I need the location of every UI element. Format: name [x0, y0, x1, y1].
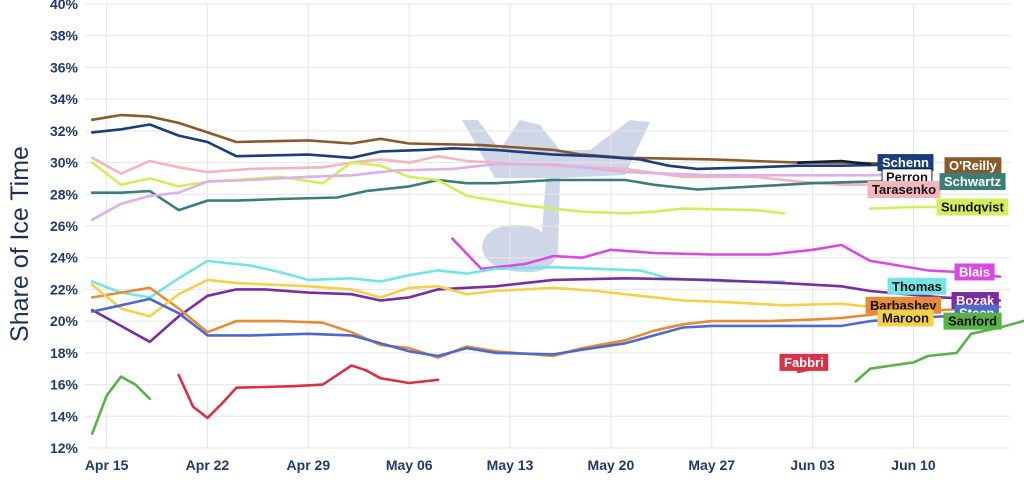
series-line-perron [796, 159, 872, 166]
series-label: Maroon [882, 310, 929, 325]
series-line-blais [451, 237, 1002, 278]
series-line-maroon [90, 278, 915, 318]
series-line [90, 375, 152, 435]
series-label-bg [939, 173, 1006, 191]
y-tick-label: 20% [50, 313, 79, 329]
x-axis: Apr 15 Apr 22 Apr 29 May 06 May 13 May 20 May … [85, 457, 936, 473]
series-label: Barbashev [870, 298, 937, 313]
series-label: Blais [959, 264, 990, 279]
series-line-barbashev [90, 286, 1002, 359]
x-tick-label: Jun 10 [891, 457, 936, 473]
series-label: Sanford [948, 314, 997, 329]
y-tick-label: 40% [50, 0, 79, 12]
series-label: Schenn [882, 155, 929, 170]
series-line [90, 162, 915, 221]
x-tick-label: May 06 [386, 457, 433, 473]
y-tick-label: 30% [50, 155, 79, 171]
series-label: Schwartz [944, 174, 1002, 189]
series-lines [90, 113, 1024, 435]
series-label: Thomas [892, 279, 942, 294]
y-tick-label: 36% [50, 59, 79, 75]
grid [85, 3, 1010, 449]
series-line-tarasenko [90, 154, 915, 187]
series-line-schwartz [90, 178, 915, 212]
series-label: Tarasenko [872, 182, 936, 197]
series-line-schenn [90, 123, 915, 171]
series-line-fabbri [177, 364, 440, 420]
series-label-bg [887, 277, 947, 295]
x-tick-label: Jun 03 [790, 457, 835, 473]
series-label-bg [943, 312, 1002, 330]
series-label: O'Reilly [949, 158, 998, 173]
y-tick-label: 12% [50, 440, 79, 456]
series-line-steen [90, 297, 1002, 358]
x-tick-label: May 20 [588, 457, 635, 473]
y-tick-label: 14% [50, 408, 79, 424]
series-label-bg [877, 309, 934, 327]
x-tick-label: May 13 [487, 457, 534, 473]
y-tick-label: 38% [50, 28, 79, 44]
y-tick-label: 24% [50, 250, 79, 266]
blues-note-logo [462, 120, 650, 273]
y-tick-label: 28% [50, 186, 79, 202]
y-tick-label: 26% [50, 218, 79, 234]
y-tick-label: 16% [50, 377, 79, 393]
x-tick-label: Apr 15 [85, 457, 129, 473]
series-line-bozak [90, 277, 1002, 344]
x-tick-label: Apr 22 [186, 457, 230, 473]
x-tick-label: May 27 [688, 457, 735, 473]
y-axis: 12% 14% 16% 18% 20% 22% 24% 26% 28% 30% 32% 34% 36% 3… [50, 0, 79, 456]
y-tick-label: 34% [50, 91, 79, 107]
series-label: Fabbri [784, 355, 824, 370]
y-tick-label: 32% [50, 123, 79, 139]
series-label: Sundqvist [941, 199, 1005, 214]
series-label-bg [954, 263, 995, 281]
x-tick-label: Apr 29 [287, 457, 331, 473]
series-label-bg [936, 198, 1009, 216]
y-tick-label: 18% [50, 345, 79, 361]
y-axis-label: Share of Ice Time [6, 146, 34, 342]
y-tick-label: 22% [50, 281, 79, 297]
series-line-oreilly [90, 113, 915, 166]
series-label-bg [779, 353, 829, 371]
series-label: Perron [886, 169, 928, 184]
series-label: Bozak [956, 293, 995, 308]
series-line-thomas [90, 259, 786, 299]
